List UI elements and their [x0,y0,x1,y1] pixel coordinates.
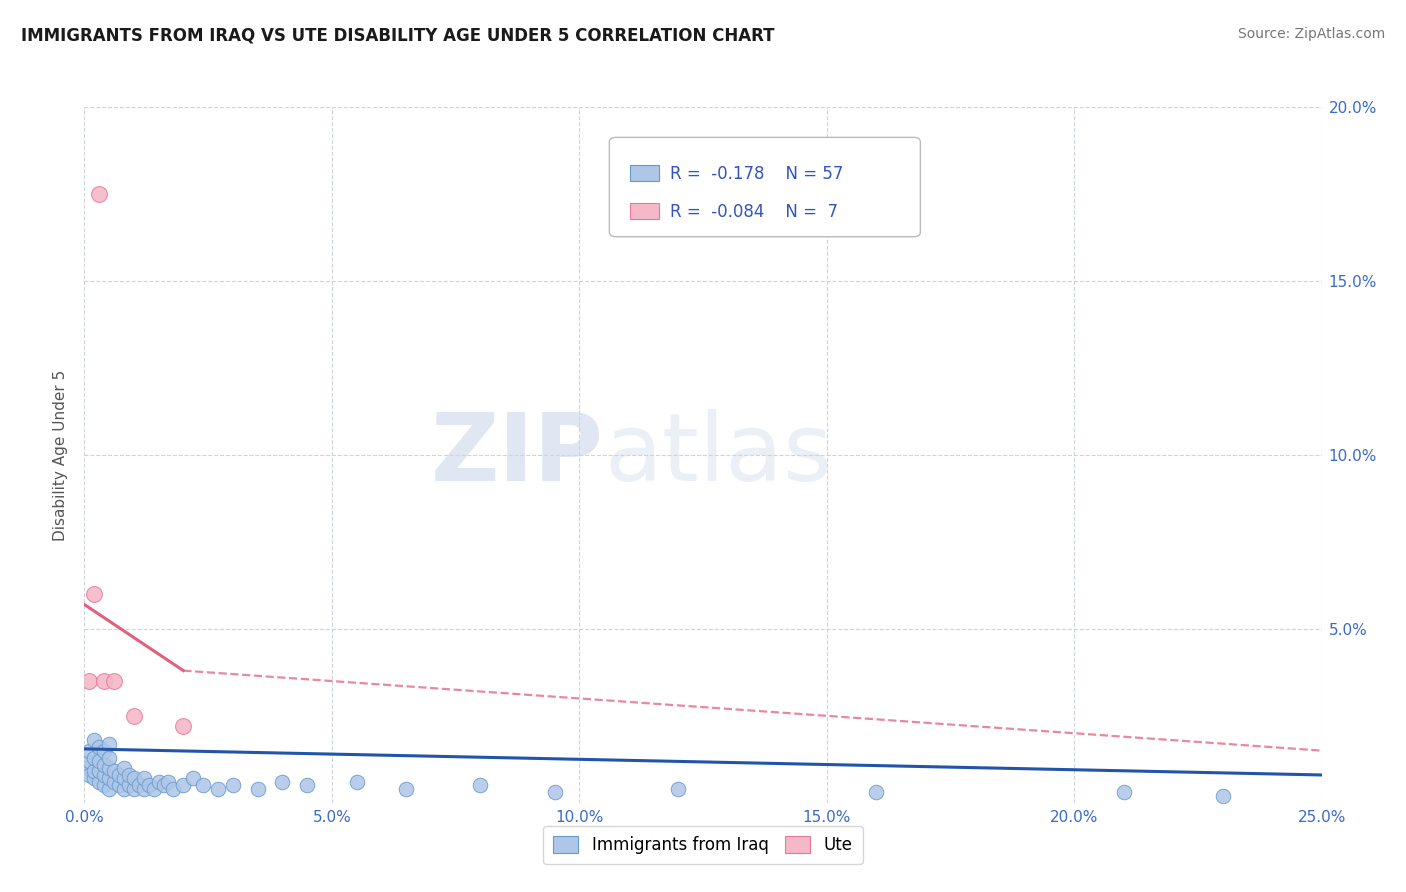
Point [470,778,492,792]
Point [89,754,111,768]
Point [172,778,194,792]
Point [93,768,115,782]
Point [172,719,194,733]
Point [103,674,125,689]
Point [118,778,141,792]
Text: R =  -0.084    N =  7: R = -0.084 N = 7 [669,202,838,220]
Point [112,772,135,786]
Y-axis label: Disability Age Under 5: Disability Age Under 5 [53,369,69,541]
Point [89,187,111,202]
Point [79,744,101,758]
Point [128,778,150,792]
Point [122,772,145,786]
Point [93,757,115,772]
Point [157,775,180,789]
Point [395,781,418,796]
Point [89,740,111,755]
Point [108,778,131,792]
Point [132,772,155,786]
Point [865,785,887,799]
Point [83,587,105,601]
Point [207,781,229,796]
Point [1112,785,1135,799]
Text: atlas: atlas [605,409,832,501]
Point [93,744,115,758]
Point [222,778,245,792]
Text: Source: ZipAtlas.com: Source: ZipAtlas.com [1237,27,1385,41]
Point [76,761,98,775]
Point [89,764,111,779]
Point [162,781,184,796]
Point [93,778,115,792]
Point [79,674,101,689]
Text: R =  -0.178    N = 57: R = -0.178 N = 57 [669,165,844,183]
Point [98,761,121,775]
Text: IMMIGRANTS FROM IRAQ VS UTE DISABILITY AGE UNDER 5 CORRELATION CHART: IMMIGRANTS FROM IRAQ VS UTE DISABILITY A… [21,27,775,45]
Text: ZIP: ZIP [432,409,605,501]
Point [98,772,121,786]
Legend: Immigrants from Iraq, Ute: Immigrants from Iraq, Ute [543,826,863,864]
Point [112,761,135,775]
Point [79,754,101,768]
Point [83,750,105,764]
Point [271,775,294,789]
Point [152,778,174,792]
Point [93,674,115,689]
Point [122,781,145,796]
Point [246,781,269,796]
Point [118,768,141,782]
Point [148,775,170,789]
Point [346,775,368,789]
Point [122,708,145,723]
Point [83,772,105,786]
Point [191,778,214,792]
Point [103,775,125,789]
Point [89,775,111,789]
Point [98,781,121,796]
Point [103,764,125,779]
Point [543,785,565,799]
Point [79,768,101,782]
Point [181,772,204,786]
Point [295,778,318,792]
Point [98,750,121,764]
Point [98,737,121,751]
Point [1212,789,1234,803]
Point [666,781,689,796]
Point [83,764,105,779]
Point [138,778,160,792]
Point [83,733,105,747]
Point [108,768,131,782]
Point [142,781,165,796]
Point [112,781,135,796]
Point [132,781,155,796]
